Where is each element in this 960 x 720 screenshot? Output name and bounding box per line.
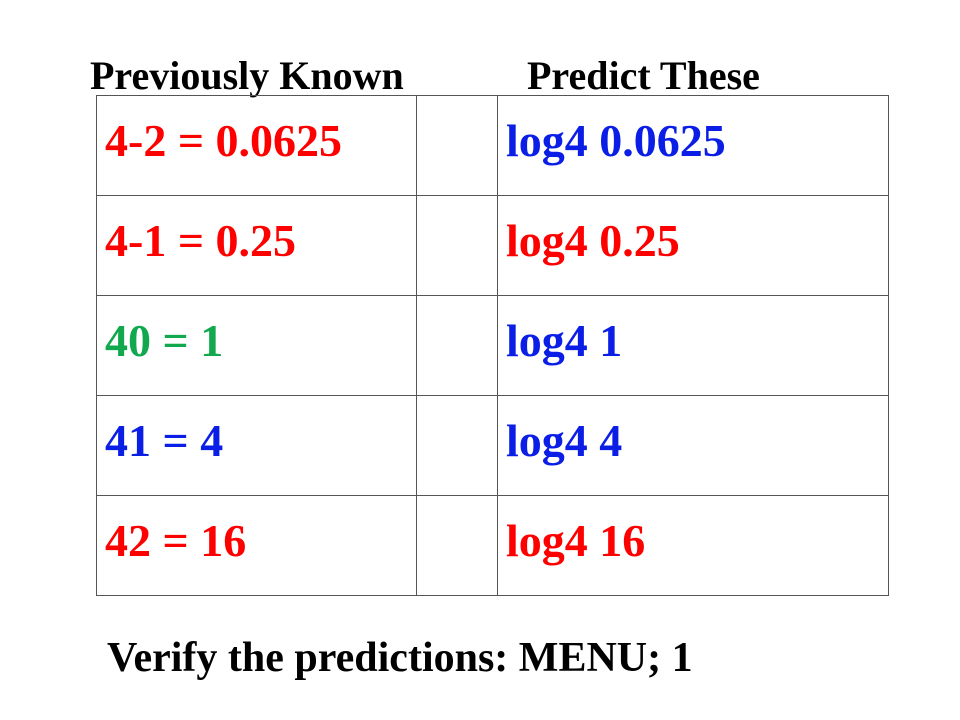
table: 4-2 = 0.0625 log4 0.0625 4-1 = 0.25 log4… (96, 95, 889, 596)
row: 4-2 = 0.0625 log4 0.0625 (96, 95, 889, 196)
cell: 40 = 1 (96, 295, 417, 396)
cell: 41 = 4 (96, 395, 417, 496)
empty-cell (416, 395, 498, 496)
cell: log4 0.25 (497, 195, 889, 296)
column-header: Predict These (527, 53, 760, 98)
footer: Verify the predictions: MENU; 1 (107, 635, 693, 681)
cell: 4-2 = 0.0625 (96, 95, 417, 196)
cell: 4-1 = 0.25 (96, 195, 417, 296)
cell: log4 4 (497, 395, 889, 496)
row: 40 = 1 log4 1 (96, 295, 889, 396)
cell: log4 0.0625 (497, 95, 889, 196)
row: 41 = 4 log4 4 (96, 395, 889, 496)
empty-cell (416, 295, 498, 396)
empty-cell (416, 495, 498, 596)
empty-cell (416, 95, 498, 196)
cell: log4 16 (497, 495, 889, 596)
cell: 42 = 16 (96, 495, 417, 596)
empty-cell (416, 195, 498, 296)
column-header: Previously Known (90, 53, 404, 98)
row: 4-1 = 0.25 log4 0.25 (96, 195, 889, 296)
cell: log4 1 (497, 295, 889, 396)
row: 42 = 16 log4 16 (96, 495, 889, 596)
